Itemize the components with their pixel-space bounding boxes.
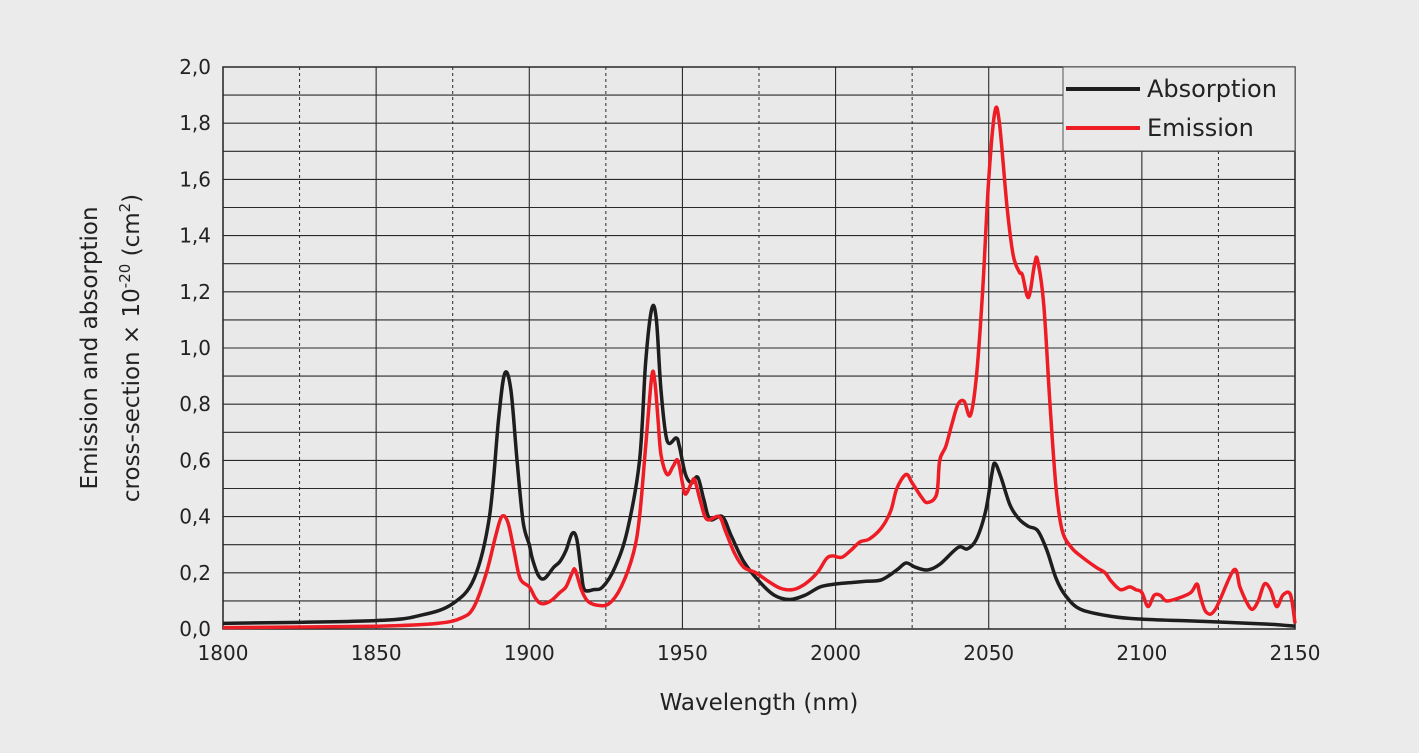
- y-axis-label: Emission and absorption cross-section × …: [77, 194, 145, 502]
- x-tick-label: 2000: [810, 641, 861, 665]
- x-tick-label: 1850: [351, 641, 402, 665]
- y-tick-label: 1,4: [179, 224, 211, 248]
- y-tick-label: 1,8: [179, 111, 211, 135]
- y-tick-label: 1,0: [179, 336, 211, 360]
- y-tick-label: 2,0: [179, 55, 211, 79]
- y-tick-label: 1,6: [179, 167, 211, 191]
- x-tick-labels: 1800 1850 1900 1950 2000 2050 2100 2150: [198, 641, 1321, 665]
- x-tick-label: 1800: [198, 641, 249, 665]
- legend-label-emission: Emission: [1147, 114, 1254, 142]
- grid: [222, 66, 1296, 630]
- y-tick-label: 0,4: [179, 505, 211, 529]
- y-axis-label-line1: Emission and absorption: [77, 206, 103, 489]
- y-tick-label: 0,6: [179, 448, 211, 472]
- legend-label-absorption: Absorption: [1147, 75, 1277, 103]
- y-tick-labels: 0,0 0,2 0,4 0,6 0,8 1,0 1,2 1,4 1,6 1,8 2,0: [179, 55, 211, 641]
- series-line-absorption: [222, 303, 1296, 628]
- y-tick-label: 0,0: [179, 617, 211, 641]
- x-tick-label: 2150: [1270, 641, 1321, 665]
- y-tick-label: 0,2: [179, 561, 211, 585]
- y-tick-label: 0,8: [179, 392, 211, 416]
- y-tick-label: 1,2: [179, 280, 211, 304]
- legend: Absorption Emission: [1062, 66, 1296, 152]
- x-axis-label: Wavelength (nm): [660, 690, 859, 716]
- series-lines: [222, 105, 1297, 630]
- legend-box: [1062, 66, 1296, 152]
- x-tick-label: 1950: [657, 641, 708, 665]
- series-line-emission: [222, 105, 1297, 630]
- x-tick-label: 2100: [1116, 641, 1167, 665]
- x-tick-label: 1900: [504, 641, 555, 665]
- y-axis-label-line2: cross-section × 10-20 (cm2): [116, 194, 145, 502]
- x-tick-label: 2050: [963, 641, 1014, 665]
